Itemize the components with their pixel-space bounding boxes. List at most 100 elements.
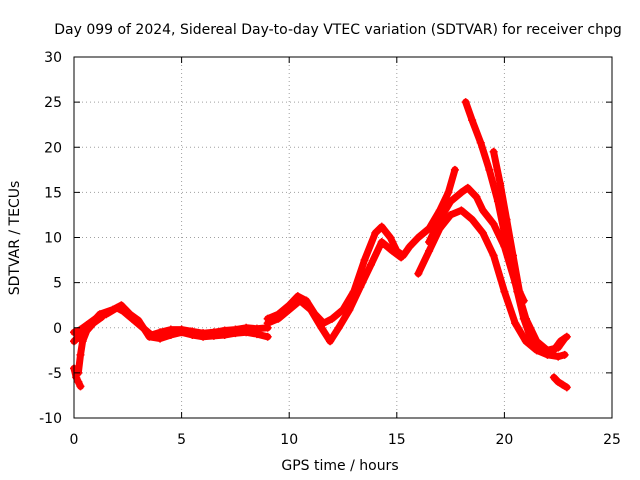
data-point-marker (489, 147, 498, 156)
y-tick-label: -10 (39, 411, 62, 427)
data-point-marker (145, 332, 154, 341)
chart-title: Day 099 of 2024, Sidereal Day-to-day VTE… (54, 22, 622, 38)
series-10 (489, 147, 528, 305)
data-point-marker (78, 337, 87, 346)
data-point-marker (468, 215, 477, 224)
data-point-marker (209, 331, 218, 340)
x-tick-label: 20 (495, 432, 513, 448)
data-point-marker (485, 165, 494, 174)
data-point-marker (554, 377, 563, 386)
tick-layer: 0 5 10 15 20 25 -10 -5 0 5 10 15 20 25 30 (39, 50, 621, 448)
data-point-marker (285, 305, 294, 314)
data-point-marker (82, 326, 91, 335)
data-point-marker (371, 228, 380, 237)
data-point-marker (125, 310, 134, 319)
data-point-marker (519, 314, 528, 323)
x-tick-label: 25 (603, 432, 621, 448)
data-point-marker (556, 337, 565, 346)
y-tick-label: -5 (48, 366, 62, 382)
data-point-marker (231, 329, 240, 338)
data-point-marker (356, 283, 365, 292)
x-tick-label: 0 (70, 432, 79, 448)
data-point-marker (521, 337, 530, 346)
data-point-marker (554, 352, 563, 361)
data-point-marker (263, 319, 272, 328)
data-point-marker (444, 188, 453, 197)
data-point-marker (468, 116, 477, 125)
data-point-marker (397, 253, 406, 262)
data-point-marker (345, 305, 354, 314)
data-point-marker (414, 233, 423, 242)
data-point-marker (89, 319, 98, 328)
y-tick-label: 10 (44, 231, 62, 247)
data-point-marker (386, 233, 395, 242)
data-point-marker (547, 349, 556, 358)
data-point-marker (242, 328, 251, 337)
data-point-marker (252, 330, 261, 339)
data-point-marker (461, 98, 470, 107)
x-axis-title: GPS time / hours (281, 458, 398, 474)
y-tick-label: 20 (44, 140, 62, 156)
data-point-marker (366, 260, 375, 269)
x-tick-label: 10 (280, 432, 298, 448)
data-point-marker (446, 197, 455, 206)
data-point-marker (463, 183, 472, 192)
data-point-marker (562, 332, 571, 341)
data-point-marker (489, 219, 498, 228)
x-tick-label: 15 (388, 432, 406, 448)
data-point-marker (263, 332, 272, 341)
data-point-marker (188, 330, 197, 339)
data-point-marker (539, 346, 548, 355)
data-point-marker (450, 165, 459, 174)
data-point-marker (306, 305, 315, 314)
data-point-marker (478, 228, 487, 237)
y-tick-label: 0 (53, 321, 62, 337)
data-point-marker (76, 350, 85, 359)
data-point-marker (295, 296, 304, 305)
data-point-marker (334, 323, 343, 332)
series-layer (70, 98, 571, 392)
data-point-marker (476, 138, 485, 147)
data-point-marker (177, 328, 186, 337)
data-point-marker (425, 247, 434, 256)
data-point-marker (317, 323, 326, 332)
data-point-marker (388, 247, 397, 256)
data-point-marker (472, 192, 481, 201)
data-point-marker (76, 382, 85, 391)
data-point-marker (74, 377, 83, 386)
data-point-marker (515, 287, 524, 296)
data-point-marker (489, 251, 498, 260)
series-track (490, 148, 528, 305)
y-tick-label: 5 (53, 276, 62, 292)
data-point-marker (166, 330, 175, 339)
data-point-marker (496, 179, 505, 188)
data-point-marker (377, 222, 386, 231)
data-point-marker (502, 215, 511, 224)
data-point-marker (562, 383, 571, 392)
data-point-marker (117, 301, 126, 310)
data-point-marker (435, 215, 444, 224)
data-point-marker (560, 350, 569, 359)
data-point-marker (377, 238, 386, 247)
data-point-marker (457, 188, 466, 197)
data-point-marker (446, 210, 455, 219)
y-tick-label: 30 (44, 50, 62, 66)
data-point-marker (405, 242, 414, 251)
data-point-marker (457, 206, 466, 215)
data-point-marker (326, 337, 335, 346)
series-4 (74, 312, 106, 377)
series-11 (549, 373, 571, 392)
data-point-marker (558, 380, 567, 389)
series-track (264, 238, 405, 345)
data-point-marker (220, 330, 229, 339)
series-2 (70, 301, 272, 346)
y-axis-title: SDTVAR / TECUs (7, 181, 23, 296)
data-point-marker (526, 332, 535, 341)
data-point-marker (549, 373, 558, 382)
data-point-marker (519, 296, 528, 305)
grid-layer (74, 57, 612, 418)
data-point-marker (425, 238, 434, 247)
data-point-marker (134, 316, 143, 325)
data-point-marker (328, 314, 337, 323)
